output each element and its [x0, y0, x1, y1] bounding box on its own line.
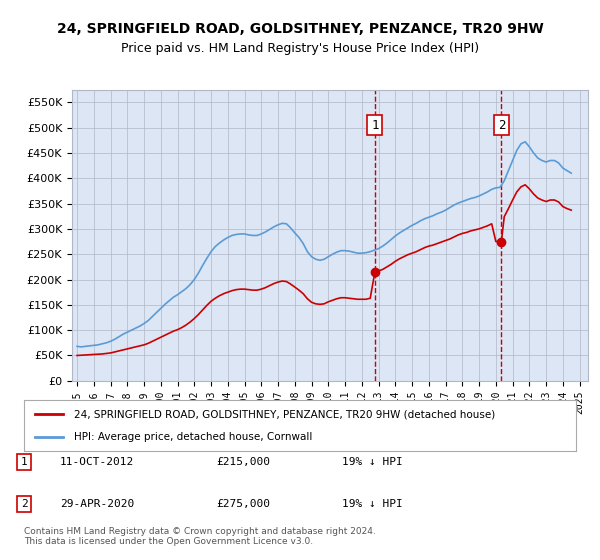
Text: 11-OCT-2012: 11-OCT-2012 [60, 457, 134, 467]
Text: HPI: Average price, detached house, Cornwall: HPI: Average price, detached house, Corn… [74, 432, 312, 442]
Text: 1: 1 [20, 457, 28, 467]
Text: 29-APR-2020: 29-APR-2020 [60, 499, 134, 509]
Text: 19% ↓ HPI: 19% ↓ HPI [342, 457, 403, 467]
Text: Contains HM Land Registry data © Crown copyright and database right 2024.
This d: Contains HM Land Registry data © Crown c… [24, 526, 376, 546]
Text: 1: 1 [371, 119, 379, 132]
Text: 2: 2 [497, 119, 505, 132]
Text: 24, SPRINGFIELD ROAD, GOLDSITHNEY, PENZANCE, TR20 9HW: 24, SPRINGFIELD ROAD, GOLDSITHNEY, PENZA… [56, 22, 544, 36]
Text: £215,000: £215,000 [216, 457, 270, 467]
Text: 19% ↓ HPI: 19% ↓ HPI [342, 499, 403, 509]
Text: 2: 2 [20, 499, 28, 509]
Text: 24, SPRINGFIELD ROAD, GOLDSITHNEY, PENZANCE, TR20 9HW (detached house): 24, SPRINGFIELD ROAD, GOLDSITHNEY, PENZA… [74, 409, 495, 419]
Text: £275,000: £275,000 [216, 499, 270, 509]
Text: Price paid vs. HM Land Registry's House Price Index (HPI): Price paid vs. HM Land Registry's House … [121, 42, 479, 55]
